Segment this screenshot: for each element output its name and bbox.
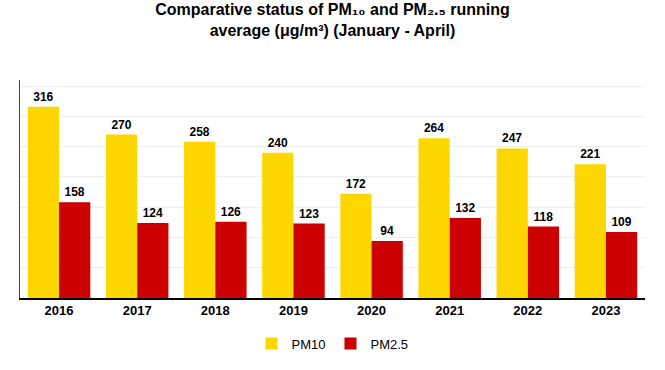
svg-text:2020: 2020: [357, 303, 386, 318]
svg-text:158: 158: [65, 185, 85, 199]
svg-text:132: 132: [455, 201, 475, 215]
svg-text:2018: 2018: [201, 303, 230, 318]
svg-text:2016: 2016: [45, 303, 74, 318]
svg-text:2019: 2019: [279, 303, 308, 318]
svg-text:94: 94: [380, 224, 394, 238]
svg-text:126: 126: [221, 205, 241, 219]
svg-text:270: 270: [111, 118, 131, 132]
svg-text:264: 264: [424, 121, 444, 135]
svg-text:Comparative status of PM₁₀ and: Comparative status of PM₁₀ and PM₂.₅ run…: [155, 1, 510, 39]
svg-text:258: 258: [190, 125, 210, 139]
svg-text:PM10: PM10: [292, 337, 326, 352]
svg-text:109: 109: [611, 215, 631, 229]
svg-text:240: 240: [268, 136, 288, 150]
svg-text:247: 247: [502, 131, 522, 145]
svg-text:118: 118: [534, 210, 554, 224]
svg-text:2022: 2022: [513, 303, 542, 318]
svg-text:124: 124: [143, 206, 163, 220]
svg-text:2017: 2017: [123, 303, 152, 318]
svg-text:2023: 2023: [591, 303, 620, 318]
svg-text:PM2.5: PM2.5: [370, 337, 408, 352]
svg-text:2021: 2021: [435, 303, 464, 318]
svg-text:123: 123: [299, 207, 319, 221]
svg-text:221: 221: [580, 147, 600, 161]
svg-text:316: 316: [33, 90, 53, 104]
svg-text:172: 172: [346, 177, 366, 191]
